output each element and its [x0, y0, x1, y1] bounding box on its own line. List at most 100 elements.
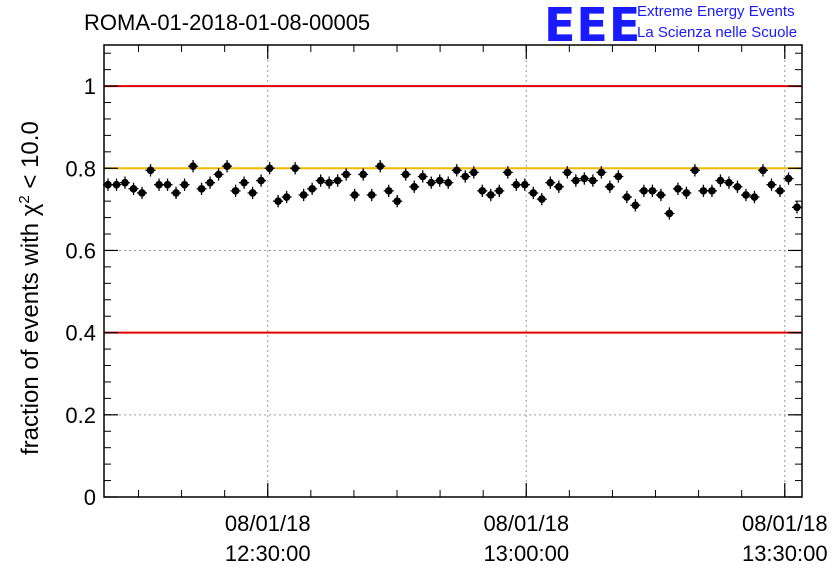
data-point	[538, 195, 546, 203]
data-point	[316, 176, 325, 185]
x-tick-label-date: 08/01/18	[742, 511, 828, 536]
data-point	[206, 178, 214, 187]
data-point	[248, 189, 257, 197]
data-point	[759, 166, 767, 175]
y-tick-label: 0.2	[65, 403, 96, 428]
data-point	[257, 176, 265, 185]
y-tick-label: 0	[84, 485, 96, 510]
data-point	[648, 187, 657, 195]
data-point	[708, 187, 716, 195]
data-point	[589, 176, 597, 185]
x-tick-label-time: 13:00:00	[483, 541, 569, 566]
data-point	[359, 170, 367, 179]
data-point	[784, 174, 793, 183]
data-point	[682, 189, 691, 197]
data-point	[435, 176, 444, 185]
data-point	[325, 178, 333, 187]
x-tick-label-date: 08/01/18	[225, 511, 311, 536]
data-point	[274, 197, 282, 205]
data-point	[342, 170, 350, 179]
data-point	[691, 166, 699, 175]
data-point	[112, 180, 121, 189]
data-point	[657, 191, 665, 199]
data-point	[793, 203, 801, 212]
data-point	[767, 180, 776, 189]
data-point	[665, 209, 674, 218]
data-point	[172, 189, 180, 197]
data-point	[308, 185, 316, 193]
data-point	[384, 187, 393, 195]
data-point	[223, 162, 231, 171]
data-point	[129, 185, 138, 193]
data-point	[291, 164, 299, 173]
x-tick-label-date: 08/01/18	[483, 511, 569, 536]
data-point	[376, 162, 384, 171]
data-point	[163, 180, 172, 189]
data-point	[572, 176, 580, 185]
data-point	[265, 164, 274, 173]
data-point	[495, 187, 504, 195]
data-point	[555, 182, 563, 191]
data-point	[393, 197, 402, 205]
data-point	[418, 172, 427, 181]
data-point	[401, 170, 410, 179]
chart-title: ROMA-01-2018-01-08-00005	[84, 10, 371, 35]
y-tick-label: 0.6	[65, 238, 96, 263]
x-tick-label-time: 12:30:00	[225, 541, 311, 566]
data-point	[546, 178, 555, 187]
data-point	[563, 168, 572, 177]
data-point	[776, 187, 784, 195]
data-point	[180, 180, 189, 189]
data-point	[529, 189, 538, 197]
data-point	[197, 185, 206, 193]
data-point	[121, 178, 129, 187]
data-point	[155, 180, 163, 189]
data-point	[452, 166, 461, 175]
data-point	[146, 166, 155, 175]
data-point	[104, 180, 112, 189]
data-point	[486, 191, 495, 199]
data-point	[742, 191, 750, 199]
y-tick-label: 0.8	[65, 156, 96, 181]
data-point	[503, 168, 512, 177]
data-point	[725, 178, 733, 187]
data-point	[461, 172, 470, 181]
y-tick-label: 0.4	[65, 321, 96, 346]
data-point	[640, 187, 648, 195]
data-point	[189, 162, 197, 171]
data-point	[478, 187, 487, 195]
y-tick-label: 1	[84, 74, 96, 99]
data-point	[623, 193, 631, 201]
x-tick-label-time: 13:30:00	[742, 541, 828, 566]
data-point	[521, 180, 529, 189]
data-point	[580, 174, 589, 183]
logo-subtitle-1: Extreme Energy Events	[637, 3, 795, 20]
data-point	[410, 182, 419, 191]
data-point	[214, 170, 223, 179]
logo-subtitle-2: La Scienza nelle Scuole	[637, 24, 798, 41]
data-point	[606, 182, 614, 191]
data-point	[469, 168, 478, 177]
data-point	[597, 168, 606, 177]
data-point	[631, 201, 640, 210]
data-point	[299, 191, 308, 199]
data-point	[240, 178, 248, 187]
data-point	[614, 172, 623, 181]
data-point	[350, 191, 359, 199]
data-point	[750, 193, 759, 201]
data-point	[427, 178, 436, 187]
eee-logo: EEE	[544, 0, 642, 52]
plot-frame	[103, 44, 803, 498]
data-point	[716, 176, 725, 185]
data-point	[699, 187, 708, 195]
data-point	[333, 176, 342, 185]
data-point	[733, 182, 742, 191]
data-point	[367, 191, 376, 199]
data-point	[674, 185, 682, 193]
data-point	[282, 193, 291, 201]
data-point	[444, 178, 453, 187]
data-point	[138, 189, 146, 197]
data-point	[231, 187, 240, 195]
data-point	[512, 180, 521, 189]
